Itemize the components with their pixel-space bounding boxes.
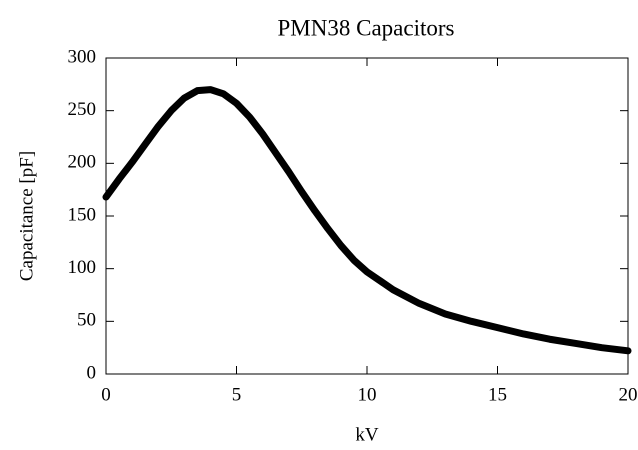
y-tick-label: 200	[68, 152, 97, 173]
y-tick-label: 0	[87, 362, 97, 383]
y-axis-label: Capacitance [pF]	[16, 151, 37, 281]
y-tick-label: 250	[68, 99, 97, 120]
data-line	[102, 86, 632, 355]
x-tick-label: 5	[232, 384, 242, 405]
x-tick-label: 15	[488, 384, 507, 405]
x-axis-label: kV	[355, 424, 379, 445]
y-tick-label: 50	[77, 310, 96, 331]
y-tick-label: 150	[68, 204, 97, 225]
y-tick-label: 100	[68, 257, 97, 278]
x-tick-label: 0	[101, 384, 111, 405]
x-tick-label: 10	[358, 384, 377, 405]
chart-title: PMN38 Capacitors	[278, 15, 455, 40]
plot-frame	[105, 57, 629, 375]
y-tick-label: 300	[68, 46, 97, 67]
x-tick-label: 20	[619, 384, 638, 405]
